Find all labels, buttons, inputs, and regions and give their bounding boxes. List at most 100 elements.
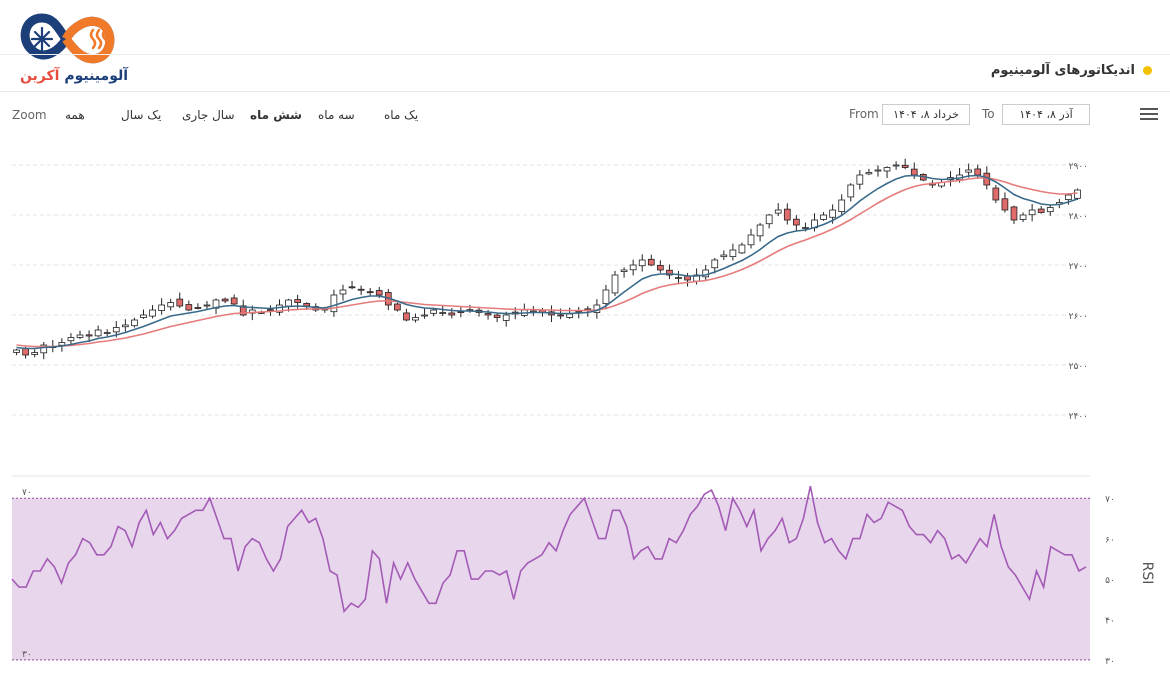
- range-button-3m[interactable]: سه ماه: [318, 108, 355, 122]
- candle: [575, 306, 583, 319]
- price-tick-label: ۲۹۰۰: [1069, 162, 1088, 172]
- candle-body-up: [756, 224, 764, 237]
- candle-body-down: [1001, 198, 1009, 211]
- candle: [76, 330, 84, 340]
- range-button-1y[interactable]: یک سال: [121, 108, 162, 122]
- candle-body-down: [539, 309, 546, 313]
- candle-body-up: [430, 309, 437, 314]
- candle-body-down: [974, 168, 982, 176]
- candle: [348, 280, 356, 290]
- candle: [511, 307, 519, 320]
- candle: [611, 270, 619, 296]
- price-tick-label: ۲۴۰۰: [1069, 412, 1088, 422]
- candle: [910, 162, 918, 179]
- candle: [248, 305, 256, 321]
- candle: [974, 164, 982, 179]
- candle-body-down: [992, 187, 1000, 201]
- range-button-all[interactable]: همه: [65, 108, 85, 122]
- candle: [167, 298, 175, 311]
- candle-body-up: [729, 249, 737, 258]
- candle-body-up: [248, 309, 256, 314]
- candle-body-down: [267, 309, 274, 312]
- candle-body-down: [666, 269, 673, 276]
- candle-body-up: [811, 219, 818, 229]
- range-button-ytd[interactable]: سال جاری: [182, 108, 235, 122]
- title-bar: اندیکاتورهای آلومینیوم: [0, 54, 1170, 92]
- candle-body-down: [511, 311, 519, 315]
- candle: [321, 306, 329, 313]
- candle-body-down: [194, 307, 202, 309]
- candle: [421, 308, 428, 319]
- candle: [103, 329, 111, 337]
- candle-body-down: [575, 310, 583, 313]
- candle: [112, 321, 120, 338]
- candle: [1010, 205, 1018, 224]
- candle: [131, 317, 138, 328]
- candle-body-up: [802, 227, 809, 229]
- chart-title-text: اندیکاتورهای آلومینیوم: [990, 63, 1135, 78]
- candle-body-up: [847, 184, 855, 198]
- candle: [294, 294, 301, 309]
- candle: [1001, 192, 1009, 213]
- candle-body-up: [131, 319, 138, 327]
- candle: [675, 271, 682, 285]
- candle-body-down: [230, 297, 238, 305]
- candle-body-down: [457, 311, 465, 314]
- candle: [448, 308, 456, 319]
- range-button-1m[interactable]: یک ماه: [384, 108, 419, 122]
- candle: [729, 243, 737, 261]
- price-tick-label: ۲۶۰۰: [1069, 312, 1088, 322]
- candle-body-up: [58, 342, 66, 346]
- candle: [502, 311, 510, 327]
- candle-body-down: [85, 334, 93, 337]
- candle-body-down: [312, 306, 320, 311]
- candle-body-up: [874, 169, 882, 172]
- candle-body-up: [285, 299, 292, 307]
- hamburger-menu-icon[interactable]: [1140, 108, 1158, 122]
- candle-body-up: [938, 182, 945, 187]
- candle-body-down: [357, 288, 365, 291]
- candle-body-down: [375, 290, 383, 296]
- rsi-tick-label: ۳۰: [1105, 657, 1115, 667]
- candle-body-down: [1010, 206, 1018, 221]
- candle: [629, 259, 637, 276]
- candle: [203, 301, 211, 310]
- candle-body-down: [176, 298, 184, 307]
- rsi-tick-label: ۵۰: [1105, 576, 1115, 586]
- range-button-6m[interactable]: شش ماه: [250, 108, 302, 122]
- rsi-band: [12, 498, 1090, 660]
- logo-text-main: آلومینیوم: [59, 68, 129, 84]
- candle: [539, 307, 546, 317]
- candle-body-up: [883, 167, 891, 172]
- candle: [303, 302, 311, 310]
- candle: [158, 298, 165, 315]
- candle-body-up: [40, 344, 48, 354]
- candle: [85, 330, 93, 343]
- candle-body-down: [983, 172, 991, 186]
- candle: [267, 305, 274, 316]
- rsi-axis-title: RSI: [1139, 562, 1155, 585]
- candle: [584, 306, 592, 317]
- candle-body-down: [493, 314, 501, 318]
- candle-body-up: [140, 314, 147, 318]
- candle-body-up: [412, 317, 419, 321]
- candle: [820, 212, 827, 221]
- from-label: From: [849, 107, 879, 121]
- candle-body-up: [1046, 207, 1054, 213]
- candle-body-up: [593, 304, 601, 313]
- candle-body-up: [158, 304, 165, 311]
- candle: [94, 325, 102, 338]
- price-tick-label: ۲۷۰۰: [1069, 262, 1088, 272]
- from-date-input[interactable]: خرداد ۸، ۱۴۰۴: [882, 104, 970, 125]
- candle: [1037, 206, 1045, 214]
- candle: [865, 168, 873, 176]
- candle: [185, 300, 193, 312]
- candle: [1074, 188, 1081, 201]
- to-date-input[interactable]: آذر ۸، ۱۴۰۴: [1002, 104, 1090, 125]
- candle: [212, 298, 220, 314]
- candle: [892, 161, 900, 170]
- candle: [657, 260, 664, 273]
- candle-body-up: [330, 294, 338, 313]
- candle: [793, 215, 800, 232]
- candle: [702, 265, 710, 282]
